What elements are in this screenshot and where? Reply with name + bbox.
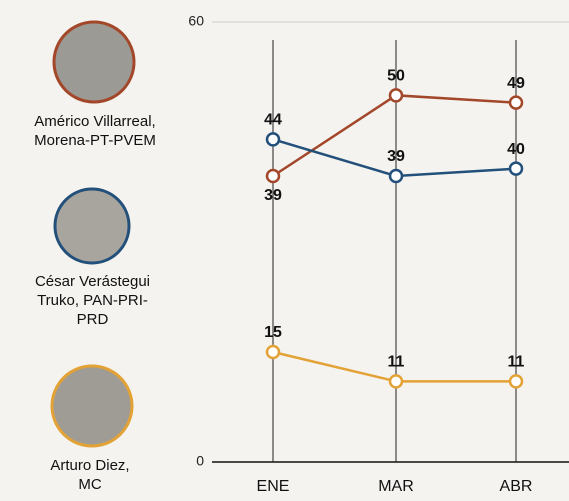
point xyxy=(508,374,524,389)
data-label: 11 xyxy=(508,354,525,371)
legend-entry: César Verástegui Truko, PAN-PRI-PRD xyxy=(34,273,151,328)
legend-entry: Américo Villarreal, Morena-PT-PVEM xyxy=(34,113,156,149)
data-label: 44 xyxy=(264,112,282,129)
y-tick-label: 60 xyxy=(188,13,204,29)
data-label: 40 xyxy=(507,141,525,158)
portrait xyxy=(53,187,131,265)
point xyxy=(265,132,281,147)
point xyxy=(265,168,281,184)
y-tick-label: 0 xyxy=(196,453,204,469)
point xyxy=(388,374,404,389)
point xyxy=(265,344,281,360)
data-label: 50 xyxy=(387,68,405,85)
legend-entry: Arturo Diez, MC xyxy=(50,457,130,493)
point xyxy=(388,168,404,184)
x-tick-label: ENE xyxy=(257,478,290,495)
portrait xyxy=(52,20,136,104)
x-tick-label: MAR xyxy=(378,478,414,495)
x-tick-label: ABR xyxy=(500,478,533,495)
data-label: 11 xyxy=(388,354,405,371)
point xyxy=(508,161,524,176)
data-label: 39 xyxy=(264,187,282,204)
portrait xyxy=(50,364,134,448)
data-label: 49 xyxy=(507,75,525,92)
data-label: 15 xyxy=(264,324,282,341)
point xyxy=(388,88,404,103)
data-label: 39 xyxy=(387,148,405,165)
point xyxy=(508,95,524,110)
